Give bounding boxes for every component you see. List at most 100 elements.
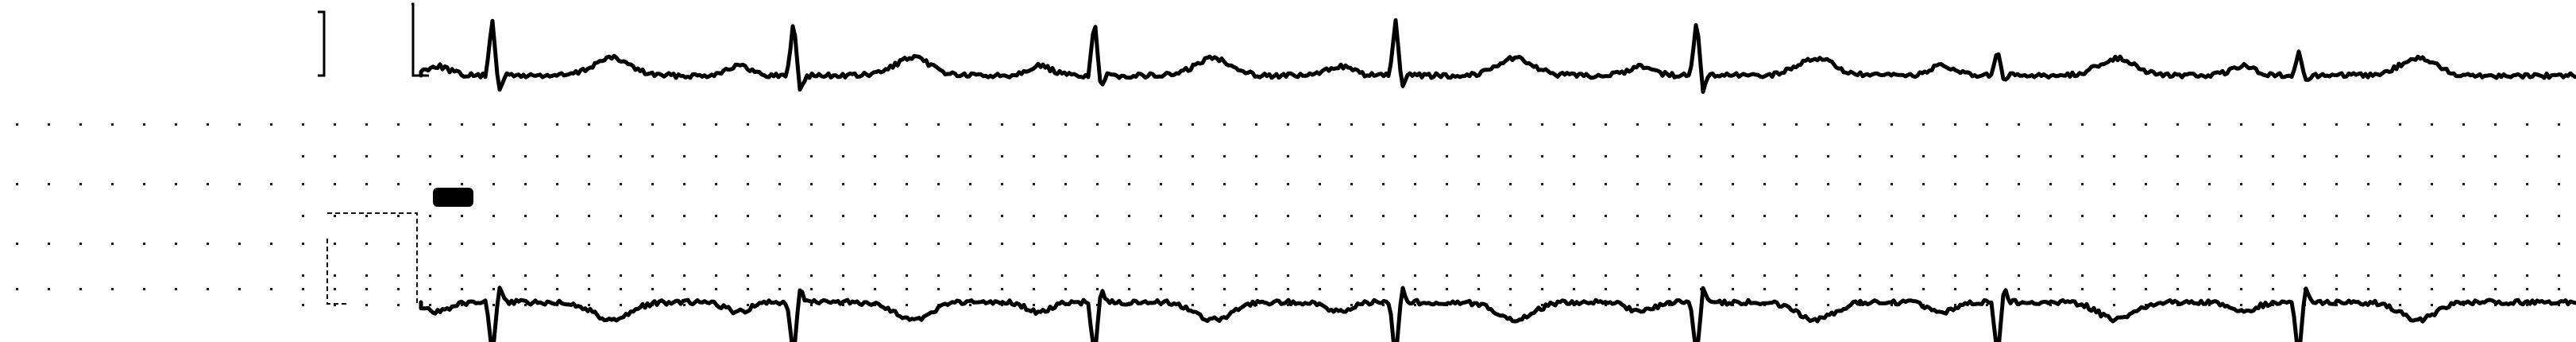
grid-dot — [1033, 304, 1035, 306]
grid-dot — [874, 215, 876, 217]
grid-dot — [1700, 215, 1702, 217]
grid-dot — [2431, 304, 2433, 306]
grid-dot — [1605, 183, 1607, 185]
grid-dot — [1255, 123, 1257, 126]
grid-dot — [2018, 288, 2020, 290]
grid-dot — [1414, 274, 1416, 277]
grid-dot — [16, 183, 18, 185]
grid-dot — [2240, 304, 2242, 306]
grid-dot — [2240, 183, 2242, 185]
grid-dot — [1795, 183, 1798, 185]
grid-dot — [2240, 215, 2242, 217]
grid-dot — [79, 288, 82, 290]
grid-dot — [2526, 183, 2528, 185]
grid-dot — [651, 215, 654, 217]
grid-dot — [906, 123, 908, 126]
grid-dot — [524, 215, 527, 217]
grid-dot — [1509, 155, 1512, 157]
grid-dot — [1636, 183, 1639, 185]
grid-dot — [2462, 183, 2465, 185]
grid-dot — [48, 123, 50, 126]
grid-dot — [1223, 288, 1226, 290]
grid-dot — [1223, 123, 1226, 126]
grid-dot — [524, 304, 527, 306]
grid-dot — [1255, 243, 1257, 245]
grid-dot — [620, 123, 622, 126]
grid-dot — [2272, 274, 2274, 277]
grid-dot — [556, 183, 558, 185]
grid-dot — [1033, 274, 1035, 277]
grid-dot — [556, 288, 558, 290]
grid-dot — [397, 243, 400, 245]
grid-dot — [842, 215, 844, 217]
grid-dot — [1350, 243, 1353, 245]
grid-dot — [1033, 288, 1035, 290]
grid-dot — [238, 183, 241, 185]
grid-dot — [2018, 243, 2020, 245]
grid-dot — [1446, 123, 1448, 126]
grid-dot — [683, 123, 686, 126]
grid-dot — [2335, 215, 2338, 217]
grid-dot — [1191, 243, 1194, 245]
grid-dot — [143, 243, 145, 245]
grid-dot — [334, 288, 336, 290]
grid-dot — [747, 243, 749, 245]
grid-dot — [2558, 183, 2560, 185]
grid-dot — [1795, 215, 1798, 217]
grid-dot — [270, 288, 272, 290]
grid-dot — [1382, 274, 1385, 277]
grid-dot — [842, 243, 844, 245]
grid-dot — [1795, 274, 1798, 277]
grid-dot — [1191, 215, 1194, 217]
grid-dot — [1954, 304, 1956, 306]
grid-dot — [238, 243, 241, 245]
grid-dot — [2367, 215, 2369, 217]
grid-dot — [969, 304, 971, 306]
ecg-trace-lead-top — [419, 17, 2576, 94]
grid-dot — [1636, 155, 1639, 157]
grid-dot — [1732, 274, 1734, 277]
grid-dot — [2208, 243, 2211, 245]
grid-dot — [1732, 243, 1734, 245]
grid-dot — [111, 123, 114, 126]
grid-dot — [492, 243, 495, 245]
grid-dot — [2018, 155, 2020, 157]
grid-dot — [2049, 155, 2052, 157]
grid-dot — [397, 183, 400, 185]
grid-dot — [492, 274, 495, 277]
lead-top-group — [318, 2, 2576, 94]
grid-dot — [492, 155, 495, 157]
grid-dot — [2208, 215, 2211, 217]
grid-dot — [1033, 215, 1035, 217]
grid-dot — [2208, 183, 2211, 185]
grid-dot — [1859, 183, 1861, 185]
ecg-trace-lead-bottom — [419, 286, 2576, 342]
grid-dot — [2462, 274, 2465, 277]
grid-dot — [2113, 274, 2115, 277]
grid-dot — [2081, 215, 2084, 217]
grid-dot — [2494, 274, 2497, 277]
grid-dot — [2431, 215, 2433, 217]
grid-dot — [1382, 155, 1385, 157]
grid-dot — [1795, 304, 1798, 306]
grid-dot — [2049, 123, 2052, 126]
grid-dot — [1954, 183, 1956, 185]
grid-dot — [2272, 123, 2274, 126]
grid-dot — [1191, 274, 1194, 277]
grid-dot — [1541, 304, 1543, 306]
grid-dot — [1509, 288, 1512, 290]
grid-dot — [1477, 155, 1480, 157]
grid-dot — [2558, 155, 2560, 157]
calibration-bracket-bottom — [326, 212, 418, 305]
grid-dot — [524, 183, 527, 185]
grid-dot — [588, 304, 590, 306]
grid-dot — [842, 288, 844, 290]
grid-dot — [2240, 155, 2242, 157]
grid-dot — [1668, 183, 1670, 185]
grid-dot — [2176, 155, 2179, 157]
grid-dot — [492, 215, 495, 217]
grid-dot — [2113, 155, 2115, 157]
grid-dot — [2018, 274, 2020, 277]
grid-dot — [588, 274, 590, 277]
grid-dot — [2558, 243, 2560, 245]
